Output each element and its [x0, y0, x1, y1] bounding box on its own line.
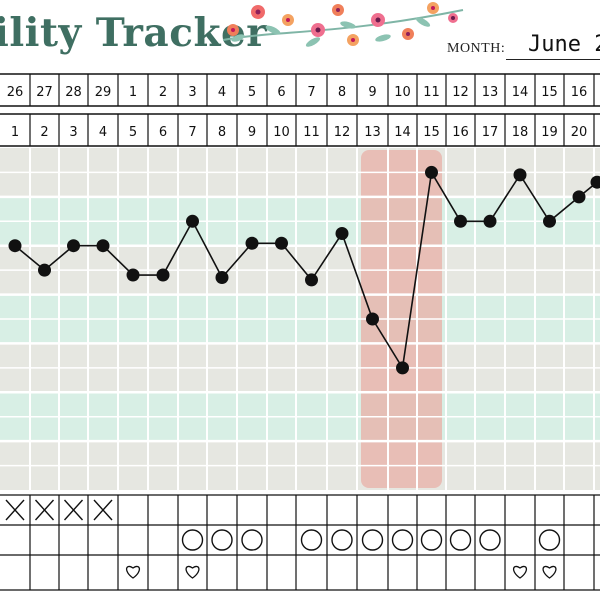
temperature-point [186, 214, 199, 228]
temperature-point [126, 268, 140, 282]
heart-icon[interactable] [185, 565, 200, 579]
cycle-day-cell: 5 [129, 125, 137, 140]
cycle-day-cell: 12 [334, 125, 351, 140]
date-cell: 10 [394, 85, 411, 100]
cycle-day-cell: 18 [512, 125, 529, 140]
cycle-day-cell: 3 [69, 125, 77, 140]
temperature-point [245, 236, 259, 250]
chart-gridlines [0, 148, 600, 490]
temperature-point [572, 190, 586, 204]
x-mark-icon[interactable] [5, 499, 25, 521]
cycle-day-cell: 10 [273, 125, 290, 140]
temperature-point [8, 239, 22, 253]
circle-mark-icon[interactable] [538, 529, 561, 551]
heart-icon[interactable] [125, 565, 141, 579]
circle-mark-icon[interactable] [241, 529, 263, 551]
temperature-point [96, 239, 110, 253]
circle-mark-icon[interactable] [479, 529, 501, 551]
heart-icon[interactable] [512, 565, 528, 579]
date-cell: 6 [277, 85, 285, 100]
cycle-day-cell: 13 [364, 125, 381, 140]
floral-decoration [222, 2, 464, 47]
temperature-point [38, 263, 51, 277]
month-label: MONTH: [447, 41, 506, 56]
date-cell: 5 [248, 85, 256, 100]
date-cell: 11 [423, 85, 440, 100]
temperature-point [543, 214, 556, 228]
cycle-day-cell: 15 [423, 125, 440, 140]
circle-mark-icon[interactable] [300, 529, 323, 551]
date-cell: 14 [512, 85, 529, 100]
temperature-point [67, 239, 80, 253]
circle-mark-icon[interactable] [211, 529, 233, 551]
date-cell: 12 [452, 85, 469, 100]
cycle-day-cell: 1 [11, 125, 19, 140]
temperature-point [396, 361, 409, 375]
cycle-day-cell: 9 [248, 125, 256, 140]
x-mark-icon[interactable] [34, 499, 55, 521]
temperature-point [156, 268, 170, 282]
circle-mark-icon[interactable] [449, 529, 472, 551]
cycle-day-cell: 7 [188, 125, 196, 140]
temperature-point [454, 214, 467, 228]
date-cell: 7 [307, 85, 315, 100]
month-underline [506, 59, 600, 60]
date-cell: 15 [541, 85, 558, 100]
month-value[interactable]: June 2 [528, 32, 600, 57]
cycle-day-cell: 6 [159, 125, 167, 140]
date-cell: 13 [482, 85, 499, 100]
circle-mark-icon[interactable] [420, 529, 443, 551]
cycle-day-cell: 4 [99, 125, 107, 140]
date-cell: 27 [36, 85, 53, 100]
temperature-points [8, 165, 600, 375]
cycle-day-cell: 17 [482, 125, 499, 140]
circle-mark-icon[interactable] [181, 529, 204, 551]
cycle-day-cell: 2 [40, 125, 48, 140]
page-title: ility Tracker [0, 10, 268, 56]
cycle-day-cell: 11 [303, 125, 320, 140]
heart-icon[interactable] [542, 565, 557, 579]
circle-mark-icon[interactable] [331, 529, 353, 551]
temperature-point [366, 312, 379, 326]
cycle-day-cell: 20 [571, 125, 588, 140]
date-cell: 29 [95, 85, 112, 100]
circle-mark-icon[interactable] [361, 529, 384, 551]
date-row: 26 27 28 29 1 2 3 4 5 6 7 8 9 10 11 12 13 14 15 16 [0, 73, 600, 107]
temperature-point [513, 168, 527, 182]
temperature-point [425, 165, 438, 179]
temperature-point [215, 270, 229, 284]
cycle-day-cell: 16 [452, 125, 469, 140]
date-cell: 26 [7, 85, 24, 100]
cycle-day-cell: 14 [394, 125, 411, 140]
symbol-rows [0, 494, 600, 591]
date-cell: 16 [571, 85, 588, 100]
temperature-point [590, 175, 600, 189]
date-cell: 3 [188, 85, 196, 100]
date-cell: 28 [65, 85, 82, 100]
temperature-point [275, 236, 288, 250]
x-mark-icon[interactable] [63, 499, 84, 521]
cycle-day-cell: 8 [218, 125, 226, 140]
date-cell: 4 [218, 85, 226, 100]
date-cell: 2 [159, 85, 167, 100]
cycle-day-cell: 19 [541, 125, 558, 140]
cycle-day-row: 1 2 3 4 5 6 7 8 9 10 11 12 13 14 15 16 17 18 19 20 [0, 113, 600, 147]
circle-mark-icon[interactable] [391, 529, 414, 551]
date-cell: 8 [338, 85, 346, 100]
temperature-point [335, 227, 349, 240]
x-mark-icon[interactable] [93, 499, 113, 521]
date-cell: 1 [129, 85, 137, 100]
temperature-point [483, 214, 497, 228]
date-cell: 9 [368, 85, 376, 100]
temperature-point [305, 273, 318, 287]
